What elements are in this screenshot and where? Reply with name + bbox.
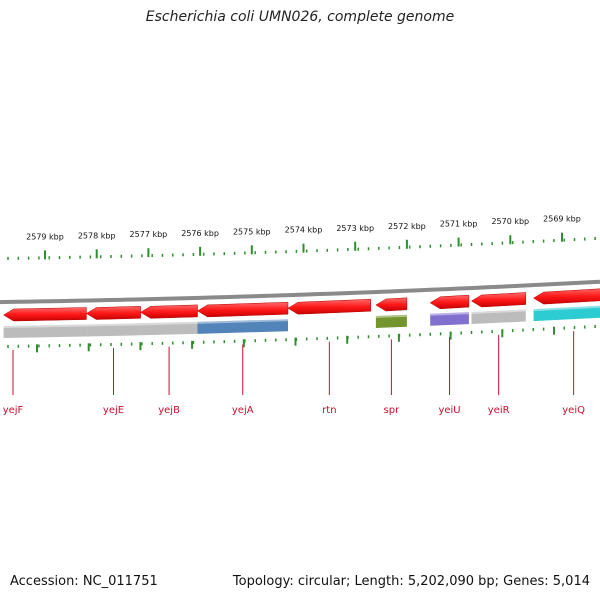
- gene-label-yejE[interactable]: yejE: [103, 405, 124, 416]
- gene-arrow-yeiR[interactable]: [471, 292, 527, 308]
- feature-band-highlight: [140, 321, 198, 326]
- scale-label: 2571 kbp: [440, 220, 478, 229]
- gene-label-rtn[interactable]: rtn: [322, 405, 336, 416]
- gene-arrow-spr[interactable]: [375, 297, 408, 312]
- accession-text: Accession: NC_011751: [10, 574, 158, 589]
- feature-band-highlight: [430, 312, 469, 316]
- gene-label-yeiQ[interactable]: yeiQ: [562, 405, 585, 416]
- feature-band-spr[interactable]: [375, 314, 407, 328]
- gene-label-spr[interactable]: spr: [384, 405, 401, 416]
- scale-label: 2572 kbp: [388, 222, 426, 231]
- feature-band-yeiQ[interactable]: [533, 305, 600, 322]
- gene-label-yejA[interactable]: yejA: [232, 405, 254, 416]
- feature-band-highlight: [86, 323, 141, 327]
- scale-label: 2578 kbp: [78, 231, 116, 240]
- genome-backbone: [0, 279, 600, 305]
- feature-band-yejF[interactable]: [3, 324, 87, 339]
- feature-band-highlight: [197, 319, 289, 324]
- gene-arrow-yejA[interactable]: [197, 301, 289, 318]
- scale-label: 2569 kbp: [543, 215, 581, 224]
- genome-stats-text: Topology: circular; Length: 5,202,090 bp…: [232, 574, 590, 589]
- feature-band-highlight: [375, 314, 407, 318]
- scale-label: 2577 kbp: [130, 230, 168, 239]
- gene-label-yejF[interactable]: yejF: [3, 405, 24, 416]
- gene-arrow-yejF[interactable]: [3, 307, 87, 322]
- map-title: Escherichia coli UMN026, complete genome: [145, 9, 455, 25]
- feature-band-highlight: [3, 324, 87, 329]
- feature-band-highlight: [471, 309, 526, 315]
- feature-band-yejA[interactable]: [197, 319, 289, 334]
- gene-arrow-yeiQ[interactable]: [533, 288, 600, 305]
- gene-arrow-yejE[interactable]: [85, 306, 141, 320]
- scale-label: 2574 kbp: [285, 226, 323, 235]
- scale-label: 2573 kbp: [336, 224, 374, 233]
- gene-arrow-yejB[interactable]: [140, 304, 198, 319]
- feature-band-yeiU[interactable]: [430, 312, 469, 326]
- gene-label-yeiU[interactable]: yeiU: [438, 405, 460, 416]
- gene-label-yeiR[interactable]: yeiR: [488, 405, 510, 416]
- feature-band-yejB[interactable]: [140, 321, 198, 336]
- scale-label: 2575 kbp: [233, 227, 271, 236]
- scale-label: 2576 kbp: [181, 229, 219, 238]
- feature-band-yejE[interactable]: [86, 323, 141, 337]
- feature-band-yeiR[interactable]: [471, 309, 526, 325]
- gene-arrow-yeiU[interactable]: [429, 294, 470, 310]
- scale-label: 2579 kbp: [26, 232, 64, 241]
- feature-band-highlight: [533, 305, 600, 312]
- scale-label: 2570 kbp: [491, 217, 529, 226]
- gene-arrow-rtn[interactable]: [287, 298, 371, 315]
- gene-label-yejB[interactable]: yejB: [158, 405, 180, 416]
